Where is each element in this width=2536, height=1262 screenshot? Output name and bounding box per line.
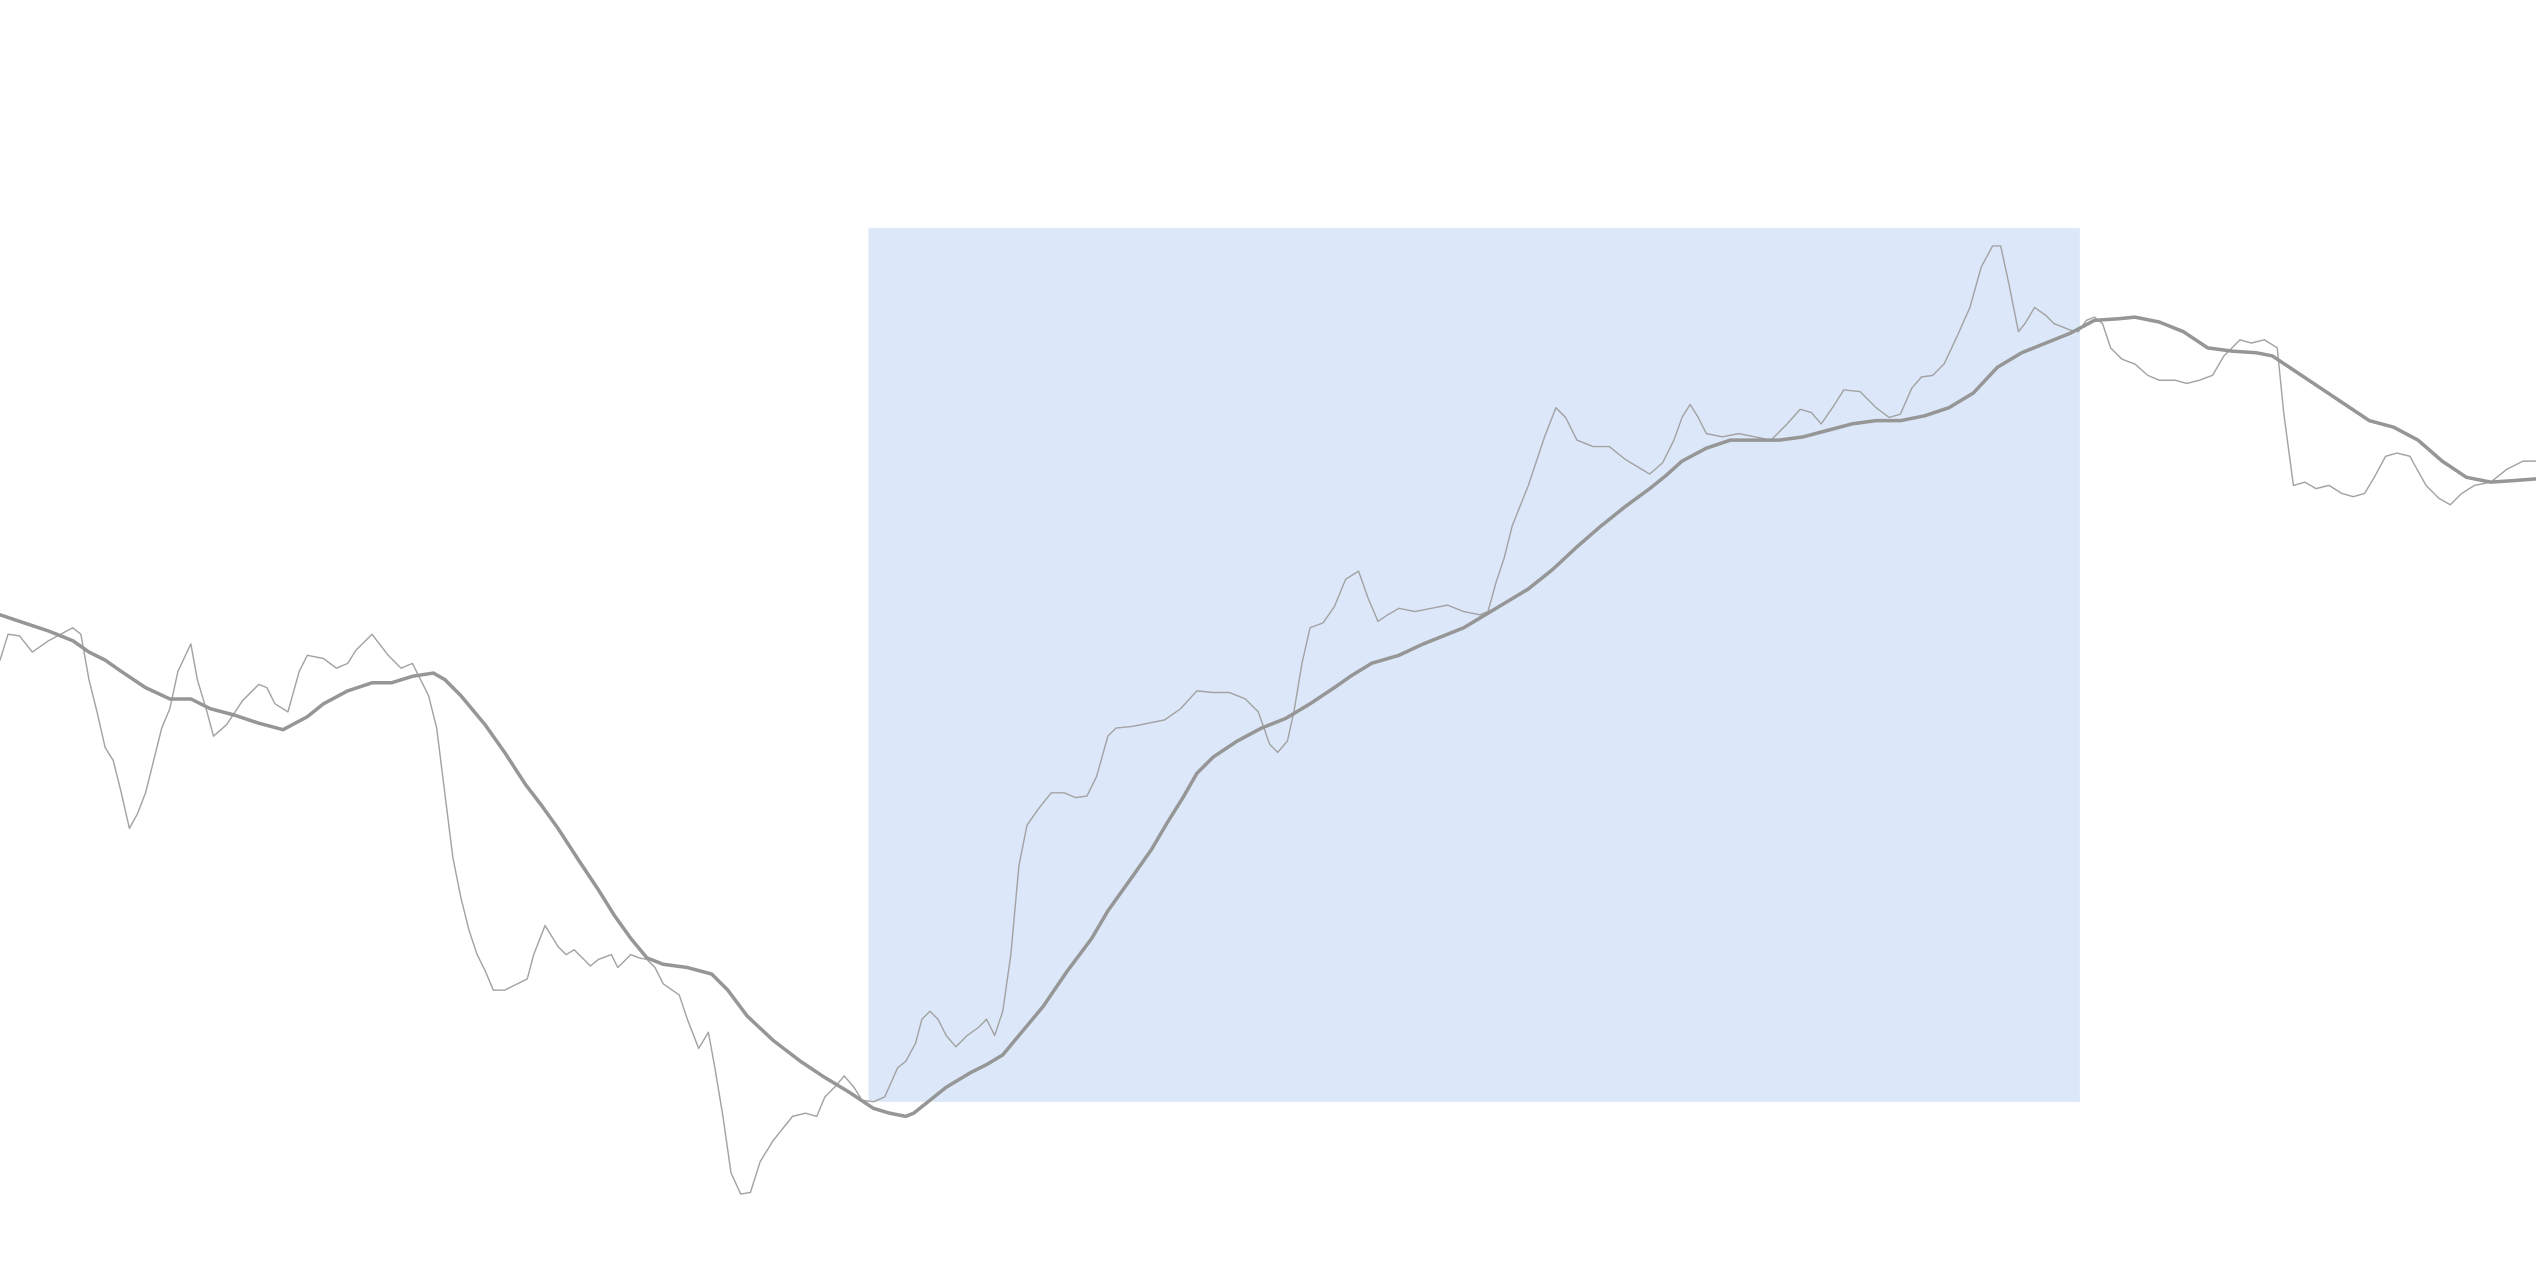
highlight-region [868,228,2080,1102]
series-line [0,315,2536,1119]
